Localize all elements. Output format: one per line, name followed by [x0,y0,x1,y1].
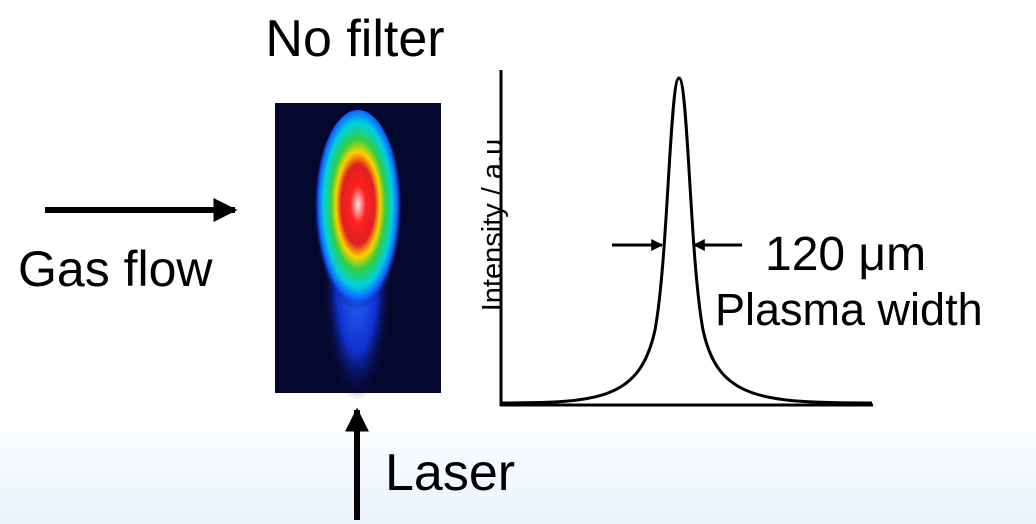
page: {"title": "No filter", "labels": {"gas_f… [0,0,1036,524]
title: No filter [265,10,444,68]
width-value: 120 μm [765,228,926,281]
diagram: No filter Gas flow Laser Intensity / a.u… [0,0,1036,524]
laser-label: Laser [385,444,515,502]
gas-flow-label: Gas flow [18,241,213,297]
width-label: Plasma width [715,284,983,335]
y-axis-label: Intensity / a.u [477,139,509,312]
plasma-image [275,103,441,400]
